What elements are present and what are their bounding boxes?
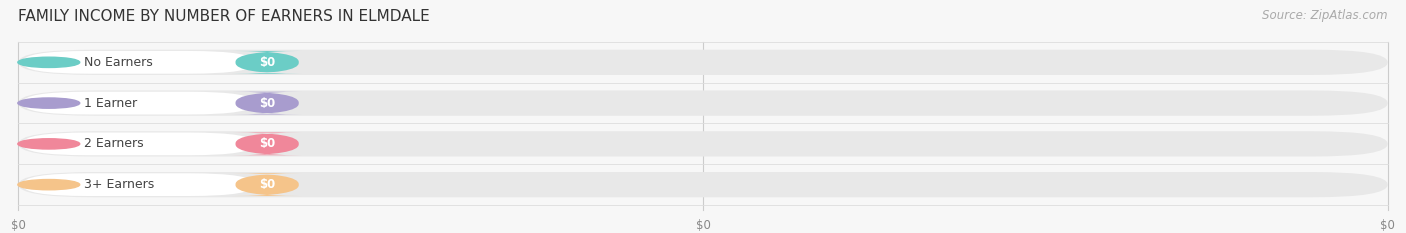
Circle shape — [18, 179, 80, 190]
FancyBboxPatch shape — [233, 133, 301, 155]
Text: No Earners: No Earners — [84, 56, 153, 69]
Text: $0: $0 — [259, 97, 276, 110]
FancyBboxPatch shape — [18, 90, 1388, 116]
Text: $0: $0 — [1381, 219, 1395, 232]
FancyBboxPatch shape — [22, 51, 254, 74]
Text: 2 Earners: 2 Earners — [84, 137, 143, 150]
Circle shape — [18, 98, 80, 108]
Text: Source: ZipAtlas.com: Source: ZipAtlas.com — [1263, 9, 1388, 22]
FancyBboxPatch shape — [233, 173, 301, 196]
Text: $0: $0 — [259, 178, 276, 191]
Text: $0: $0 — [696, 219, 710, 232]
Text: $0: $0 — [259, 56, 276, 69]
FancyBboxPatch shape — [233, 92, 301, 114]
Text: 1 Earner: 1 Earner — [84, 97, 138, 110]
Text: FAMILY INCOME BY NUMBER OF EARNERS IN ELMDALE: FAMILY INCOME BY NUMBER OF EARNERS IN EL… — [18, 9, 430, 24]
FancyBboxPatch shape — [22, 92, 254, 114]
Circle shape — [18, 139, 80, 149]
FancyBboxPatch shape — [22, 173, 254, 196]
Text: $0: $0 — [259, 137, 276, 150]
Text: $0: $0 — [11, 219, 25, 232]
FancyBboxPatch shape — [18, 50, 1388, 75]
FancyBboxPatch shape — [233, 51, 301, 74]
FancyBboxPatch shape — [18, 131, 1388, 157]
Text: 3+ Earners: 3+ Earners — [84, 178, 155, 191]
Circle shape — [18, 57, 80, 68]
FancyBboxPatch shape — [22, 133, 254, 155]
FancyBboxPatch shape — [18, 172, 1388, 197]
